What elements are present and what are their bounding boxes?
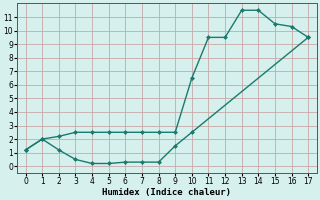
X-axis label: Humidex (Indice chaleur): Humidex (Indice chaleur)	[102, 188, 231, 197]
